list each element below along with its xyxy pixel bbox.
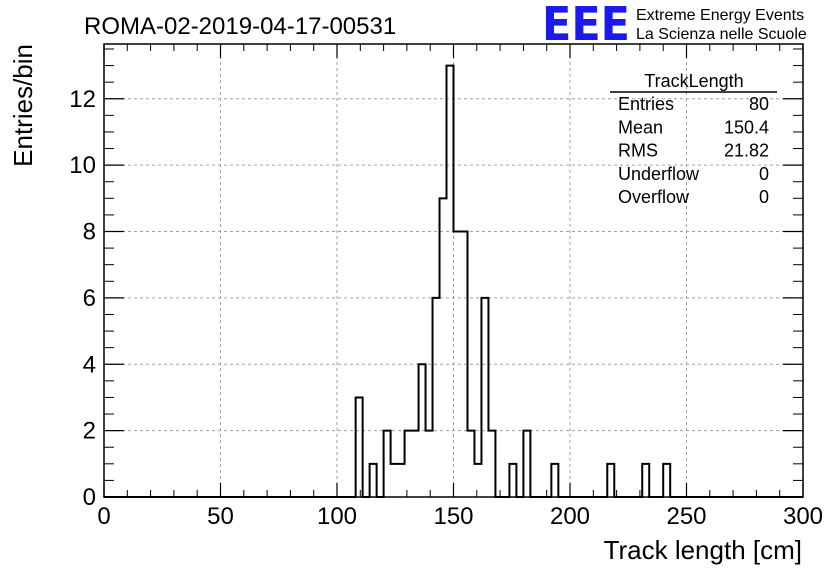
y-tick-labels: 0 2 4 6 8 10 12 [69, 86, 96, 511]
stats-label: RMS [618, 141, 658, 161]
stats-name: TrackLength [644, 71, 743, 91]
stats-box: TrackLength Entries 80 Mean 150.4 RMS 21.82 Un… [610, 71, 777, 207]
histogram-outline [104, 64, 803, 498]
axis-ticks [103, 44, 804, 498]
x-tick-label: 100 [317, 503, 357, 530]
y-tick-label: 8 [83, 219, 96, 246]
logo-line1: Extreme Energy Events [636, 7, 804, 24]
chart-title: ROMA-02-2019-04-17-00531 [84, 13, 396, 40]
x-tick-labels: 0 50 100 150 200 250 300 [97, 503, 823, 530]
y-tick-label: 6 [83, 285, 96, 312]
y-tick-label: 0 [83, 484, 96, 511]
logo-letters: EEE [542, 0, 630, 51]
eee-logo: EEE Extreme Energy Events La Scienza nel… [542, 0, 807, 51]
y-tick-label: 10 [69, 152, 96, 179]
stats-value: 21.82 [724, 141, 769, 161]
x-tick-label: 300 [783, 503, 823, 530]
stats-value: 0 [759, 187, 769, 207]
x-tick-label: 150 [433, 503, 473, 530]
stats-label: Entries [618, 94, 674, 114]
y-tick-label: 4 [83, 351, 96, 378]
x-axis-label: Track length [cm] [604, 535, 802, 565]
stats-label: Overflow [618, 187, 690, 207]
y-axis-label: Entries/bin [8, 44, 38, 167]
y-tick-label: 12 [69, 86, 96, 113]
logo-line2: La Scienza nelle Scuole [636, 26, 807, 43]
x-tick-label: 0 [97, 503, 110, 530]
x-tick-label: 250 [666, 503, 706, 530]
stats-value: 150.4 [724, 117, 769, 137]
stats-label: Underflow [618, 164, 700, 184]
stats-value: 80 [749, 94, 769, 114]
y-tick-label: 2 [83, 418, 96, 445]
x-tick-label: 200 [550, 503, 590, 530]
x-tick-label: 50 [207, 503, 234, 530]
stats-value: 0 [759, 164, 769, 184]
stats-label: Mean [618, 117, 663, 137]
